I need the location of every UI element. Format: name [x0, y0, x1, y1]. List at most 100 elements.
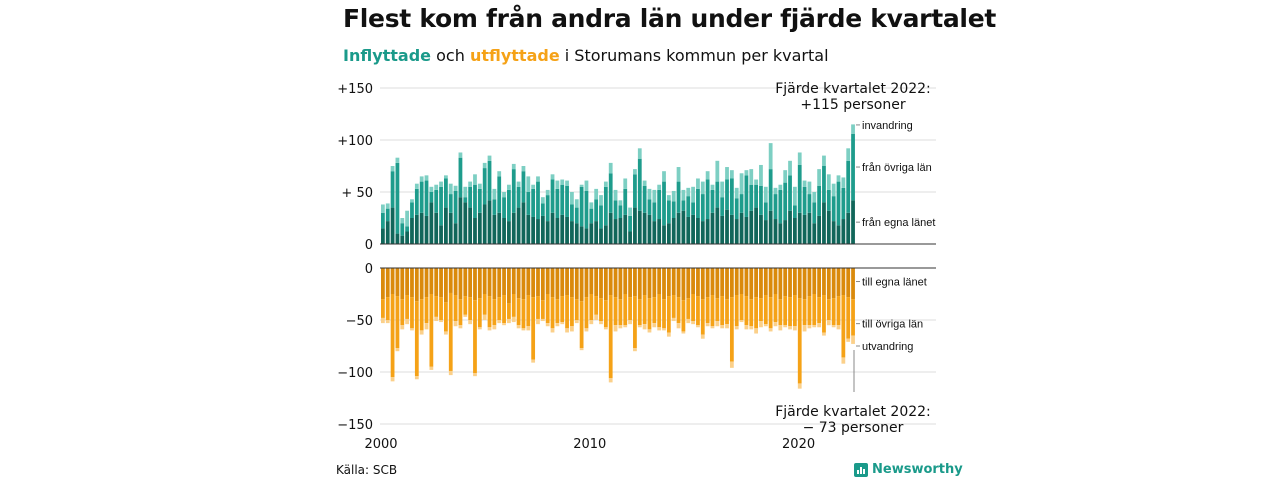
bar-utflytt-egna — [419, 268, 424, 300]
bar-utflytt-ovriga — [846, 297, 851, 339]
bar-utflytt-utvandring — [516, 325, 521, 329]
bar-inflytt-invandring — [497, 171, 502, 177]
bar-utflytt-utvandring — [710, 326, 715, 329]
bar-utflytt-utvandring — [802, 325, 807, 332]
bar-inflytt-egna — [444, 207, 448, 244]
bar-utflytt-egna — [754, 268, 758, 298]
bar-utflytt-ovriga — [705, 297, 710, 324]
brand-logo[interactable]: Newsworthy — [854, 462, 963, 477]
bar-utflytt-ovriga — [633, 296, 637, 349]
bar-utflytt-ovriga — [511, 294, 516, 317]
bar-inflytt-invandring — [763, 186, 768, 203]
bar-inflytt-ovriga — [657, 189, 662, 220]
bar-inflytt-ovriga — [584, 190, 589, 229]
bar-utflytt-egna — [652, 268, 657, 298]
bar-inflytt-ovriga — [700, 194, 705, 222]
bar-utflytt-egna — [570, 268, 574, 298]
bar-utflytt-ovriga — [797, 298, 802, 384]
bar-inflytt-invandring — [788, 160, 792, 176]
bar-utflytt-utvandring — [826, 320, 831, 326]
bar-utflytt-egna — [516, 268, 521, 299]
bar-inflytt-ovriga — [715, 181, 720, 208]
bar-inflytt-ovriga — [851, 133, 855, 201]
bar-inflytt-egna — [836, 225, 841, 244]
bar-utflytt-egna — [744, 268, 749, 297]
bar-utflytt-utvandring — [502, 323, 506, 326]
bar-inflytt-egna — [759, 214, 763, 244]
bar-inflytt-egna — [487, 200, 492, 244]
bar-inflytt-egna — [414, 214, 419, 244]
bar-inflytt-egna — [633, 207, 637, 244]
bar-utflytt-egna — [463, 268, 468, 297]
bar-utflytt-egna — [608, 268, 613, 296]
bar-inflytt-invandring — [473, 174, 477, 185]
bar-utflytt-utvandring — [448, 370, 453, 376]
bar-utflytt-egna — [390, 268, 395, 294]
bar-inflytt-ovriga — [647, 199, 652, 215]
bar-inflytt-invandring — [797, 152, 802, 165]
bar-inflytt-ovriga — [468, 186, 473, 208]
bar-utflytt-utvandring — [691, 321, 695, 325]
bar-utflytt-egna — [739, 268, 744, 294]
bar-utflytt-ovriga — [666, 296, 671, 333]
bar-utflytt-egna — [768, 268, 773, 298]
chart-subtitle: Inflyttade och utflyttade i Storumans ko… — [343, 46, 829, 65]
bar-inflytt-ovriga — [734, 198, 739, 220]
bar-utflytt-ovriga — [647, 298, 652, 330]
bar-inflytt-ovriga — [381, 212, 385, 229]
bar-utflytt-ovriga — [574, 299, 579, 320]
bar-utflytt-utvandring — [458, 325, 463, 329]
bar-inflytt-invandring — [400, 218, 405, 224]
bar-inflytt-egna — [792, 218, 797, 244]
bar-utflytt-ovriga — [555, 299, 560, 324]
bar-inflytt-egna — [429, 202, 434, 244]
bar-inflytt-invandring — [686, 187, 691, 197]
bar-utflytt-ovriga — [521, 299, 526, 329]
y-tick-label-lower: −100 — [337, 366, 373, 381]
bar-inflytt-egna — [822, 202, 826, 244]
chart-title: Flest kom från andra län under fjärde kv… — [343, 4, 997, 33]
bar-inflytt-egna — [507, 221, 511, 244]
bar-inflytt-ovriga — [671, 201, 676, 218]
bar-inflytt-invandring — [696, 178, 700, 189]
bar-utflytt-utvandring — [385, 320, 390, 324]
bar-utflytt-egna — [807, 268, 812, 297]
bar-inflytt-invandring — [555, 180, 560, 189]
bar-inflytt-invandring — [642, 180, 647, 186]
bar-utflytt-egna — [555, 268, 560, 300]
bar-utflytt-egna — [477, 268, 482, 299]
bar-utflytt-ovriga — [696, 296, 700, 326]
bar-utflytt-utvandring — [613, 325, 618, 332]
bar-utflytt-utvandring — [521, 328, 526, 331]
bar-utflytt-utvandring — [526, 326, 531, 331]
bar-inflytt-invandring — [623, 178, 628, 189]
bar-inflytt-ovriga — [768, 169, 773, 211]
bar-inflytt-egna — [841, 219, 846, 244]
bar-utflytt-egna — [691, 268, 695, 294]
bar-inflytt-ovriga — [662, 181, 666, 226]
bar-inflytt-egna — [473, 218, 477, 244]
annotation-lower-line: Fjärde kvartalet 2022: — [775, 404, 931, 420]
bar-inflytt-ovriga — [817, 185, 821, 216]
bar-inflytt-ovriga — [720, 197, 725, 216]
bar-utflytt-utvandring — [831, 325, 836, 328]
bar-utflytt-ovriga — [841, 295, 846, 358]
subtitle-och: och — [431, 46, 470, 65]
bar-inflytt-invandring — [831, 183, 836, 197]
bar-utflytt-egna — [400, 268, 405, 300]
bar-inflytt-invandring — [633, 169, 637, 175]
bar-inflytt-egna — [691, 214, 695, 244]
bar-utflytt-ovriga — [826, 299, 831, 320]
bar-utflytt-utvandring — [473, 373, 477, 377]
bar-utflytt-egna — [657, 268, 662, 294]
bar-utflytt-ovriga — [507, 303, 511, 319]
bar-inflytt-egna — [637, 210, 642, 244]
annotation-upper-line: +115 personer — [800, 97, 906, 113]
bar-utflytt-ovriga — [807, 296, 812, 326]
bar-utflytt-egna — [851, 268, 855, 300]
x-tick-label: 2000 — [364, 437, 397, 452]
subtitle-rest: i Storumans kommun per kvartal — [559, 46, 829, 65]
bar-inflytt-invandring — [453, 185, 458, 191]
label-layer: 0 + 50 +100 +150 0 −50 −100 −150 2000 2010 2020 frå… — [337, 81, 935, 452]
y-tick-label-upper: + 50 — [341, 186, 373, 201]
